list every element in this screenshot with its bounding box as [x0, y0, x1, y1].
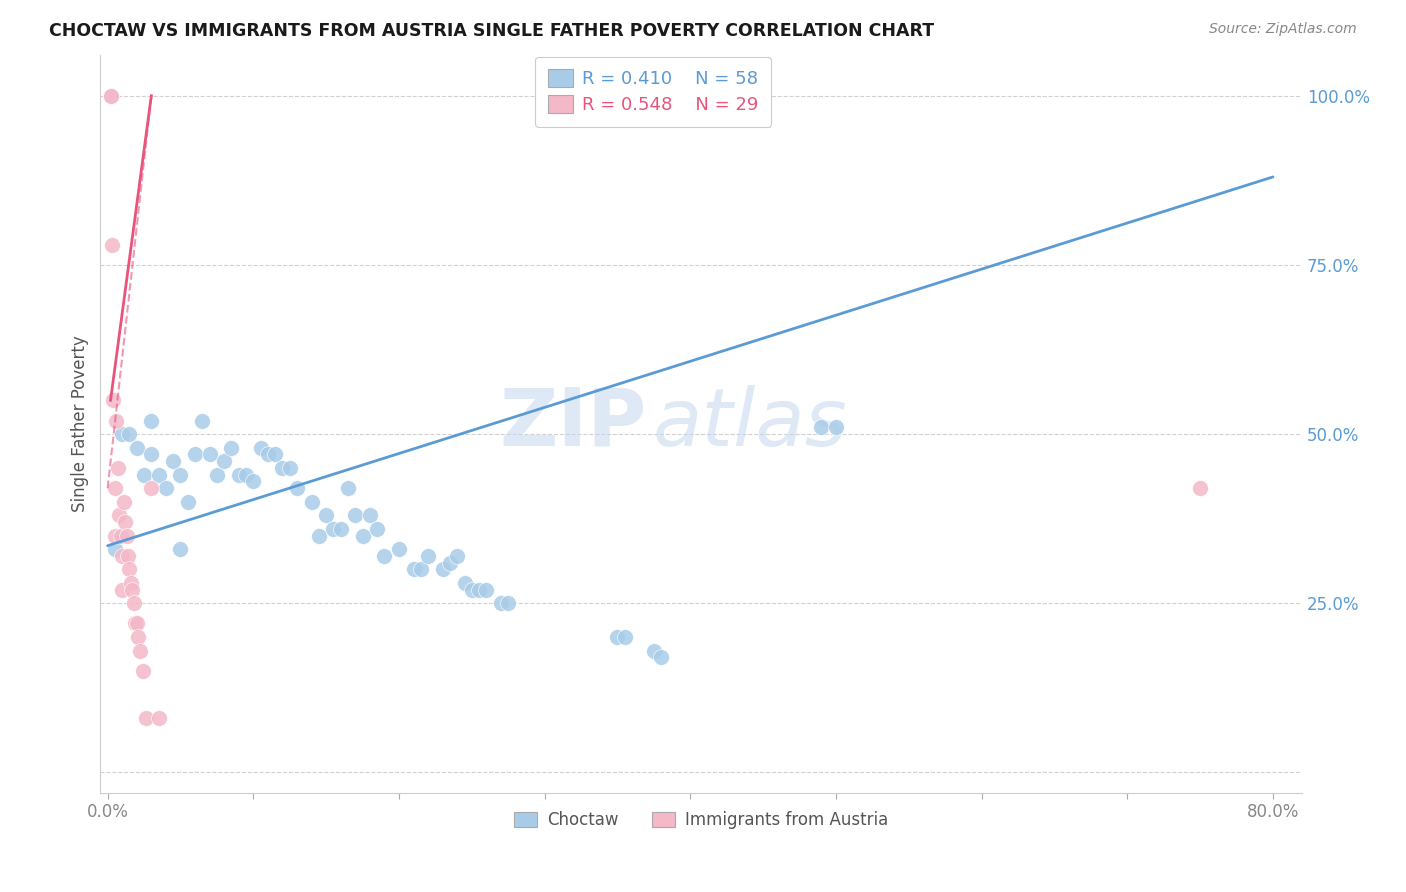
- Text: CHOCTAW VS IMMIGRANTS FROM AUSTRIA SINGLE FATHER POVERTY CORRELATION CHART: CHOCTAW VS IMMIGRANTS FROM AUSTRIA SINGL…: [49, 22, 935, 40]
- Point: [122, 596, 145, 610]
- Point: [118, 427, 141, 442]
- Point: [606, 630, 628, 644]
- Point: [115, 528, 138, 542]
- Point: [264, 447, 287, 461]
- Point: [271, 461, 294, 475]
- Point: [141, 481, 163, 495]
- Point: [496, 596, 519, 610]
- Point: [105, 413, 128, 427]
- Point: [278, 461, 301, 475]
- Point: [118, 562, 141, 576]
- Point: [100, 88, 122, 103]
- Point: [315, 508, 337, 523]
- Text: ZIP: ZIP: [501, 384, 647, 463]
- Point: [643, 643, 665, 657]
- Point: [125, 616, 148, 631]
- Point: [117, 549, 139, 563]
- Point: [1189, 481, 1212, 495]
- Point: [205, 467, 228, 482]
- Point: [613, 630, 636, 644]
- Point: [453, 575, 475, 590]
- Point: [111, 427, 134, 442]
- Point: [402, 562, 425, 576]
- Point: [322, 522, 344, 536]
- Point: [336, 481, 359, 495]
- Point: [221, 441, 243, 455]
- Point: [132, 467, 155, 482]
- Point: [125, 441, 148, 455]
- Point: [432, 562, 454, 576]
- Point: [359, 508, 381, 523]
- Point: [127, 630, 149, 644]
- Point: [169, 467, 191, 482]
- Point: [111, 582, 134, 597]
- Point: [416, 549, 439, 563]
- Point: [191, 413, 214, 427]
- Point: [235, 467, 257, 482]
- Point: [107, 461, 129, 475]
- Point: [155, 481, 177, 495]
- Point: [104, 542, 127, 557]
- Point: [148, 467, 170, 482]
- Point: [124, 616, 146, 631]
- Point: [257, 447, 280, 461]
- Point: [373, 549, 395, 563]
- Point: [131, 664, 153, 678]
- Point: [825, 420, 848, 434]
- Point: [120, 575, 142, 590]
- Point: [446, 549, 468, 563]
- Point: [184, 447, 207, 461]
- Point: [169, 542, 191, 557]
- Point: [249, 441, 271, 455]
- Point: [100, 88, 122, 103]
- Point: [112, 494, 135, 508]
- Point: [212, 454, 235, 468]
- Point: [141, 447, 163, 461]
- Point: [114, 515, 136, 529]
- Point: [110, 528, 132, 542]
- Point: [366, 522, 388, 536]
- Point: [810, 420, 832, 434]
- Text: atlas: atlas: [654, 384, 848, 463]
- Point: [308, 528, 330, 542]
- Point: [162, 454, 184, 468]
- Point: [285, 481, 308, 495]
- Point: [468, 582, 491, 597]
- Point: [108, 508, 131, 523]
- Point: [409, 562, 432, 576]
- Point: [228, 467, 250, 482]
- Point: [352, 528, 374, 542]
- Point: [128, 643, 150, 657]
- Point: [177, 494, 200, 508]
- Text: Source: ZipAtlas.com: Source: ZipAtlas.com: [1209, 22, 1357, 37]
- Point: [198, 447, 221, 461]
- Point: [104, 528, 127, 542]
- Point: [475, 582, 498, 597]
- Point: [329, 522, 352, 536]
- Point: [148, 711, 170, 725]
- Point: [101, 237, 124, 252]
- Point: [134, 711, 156, 725]
- Y-axis label: Single Father Poverty: Single Father Poverty: [72, 335, 89, 512]
- Point: [111, 549, 134, 563]
- Point: [103, 393, 125, 408]
- Point: [650, 650, 672, 665]
- Point: [344, 508, 367, 523]
- Point: [388, 542, 411, 557]
- Point: [301, 494, 323, 508]
- Point: [439, 556, 461, 570]
- Point: [461, 582, 484, 597]
- Point: [489, 596, 512, 610]
- Point: [104, 481, 127, 495]
- Point: [141, 413, 163, 427]
- Legend: Choctaw, Immigrants from Austria: Choctaw, Immigrants from Austria: [508, 805, 896, 836]
- Point: [121, 582, 143, 597]
- Point: [242, 475, 264, 489]
